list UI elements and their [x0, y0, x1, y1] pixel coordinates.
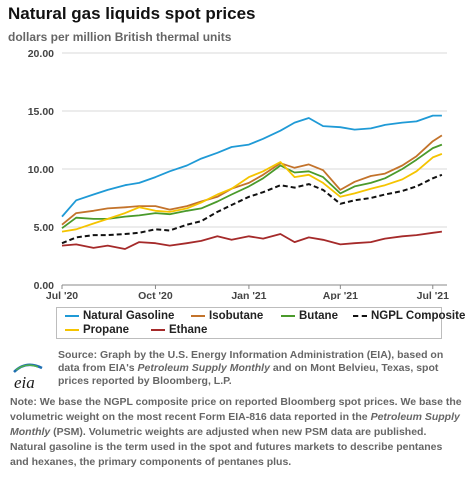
legend-item-ethane: Ethane [151, 324, 207, 336]
legend-swatch [65, 328, 79, 331]
legend-item-propane: Propane [65, 324, 129, 336]
x-tick-label: Jan '21 [231, 290, 266, 300]
y-tick-label: 0.00 [34, 280, 55, 292]
legend-label: Ethane [169, 324, 208, 336]
note-text: Note: We base the NGPL composite price o… [10, 395, 462, 470]
grid-lines [62, 52, 447, 286]
x-tick-label: Apr '21 [323, 290, 358, 300]
series-line-propane [61, 153, 443, 233]
chart-subtitle: dollars per million British thermal unit… [8, 30, 232, 44]
legend-item-butane: Butane [281, 310, 338, 322]
series-line-natural-gasoline [61, 114, 442, 218]
legend-label: Propane [83, 324, 130, 336]
x-tick-label: Oct '20 [138, 290, 173, 300]
series-line-isobutane [61, 134, 443, 226]
note-post: (PSM). Volumetric weights are adjusted w… [10, 426, 443, 468]
source-text: Source: Graph by the U.S. Energy Informa… [58, 349, 462, 388]
logo-text: eia [14, 373, 35, 392]
eia-logo: eia [13, 363, 43, 392]
chart-legend: Natural Gasoline Isobutane Butane NGPL C… [56, 307, 465, 339]
series-lines [61, 114, 443, 250]
legend-label: Isobutane [209, 310, 264, 322]
x-tick-label: Jul '21 [417, 290, 449, 300]
legend-swatch [65, 314, 79, 317]
legend-item-ngpl-composite: NGPL Composite [353, 310, 465, 322]
note-italic: Petroleum Supply Monthly [10, 411, 460, 438]
legend-label: Butane [299, 310, 338, 322]
legend-swatch [191, 314, 205, 317]
legend-label: Natural Gasoline [83, 310, 175, 322]
y-tick-label: 20.00 [28, 48, 54, 60]
series-line-butane [61, 143, 443, 229]
legend-swatch [353, 314, 367, 317]
source-pre: Source: Graph by the U.S. Energy Informa… [58, 349, 444, 374]
source-italic: Petroleum Supply Monthly [137, 362, 270, 374]
chart-title: Natural gas liquids spot prices [8, 4, 256, 23]
legend-label: NGPL Composite [371, 310, 466, 322]
y-tick-label: 10.00 [28, 164, 54, 176]
x-axis-ticks: Jul '20 Oct '20 Jan '21 Apr '21 Jul '21 [46, 285, 449, 300]
legend-swatch [281, 314, 295, 317]
legend-item-isobutane: Isobutane [191, 310, 263, 322]
series-line-ngpl-composite [61, 173, 443, 245]
source-post: and on Mont Belvieu, Texas, spot prices … [58, 362, 439, 387]
note-pre: Note: We base the NGPL composite price o… [10, 396, 462, 423]
legend-swatch [151, 328, 165, 331]
line-chart: 0.00 5.00 10.00 15.00 20.00 Jul '20 Oct '20 Ja… [28, 48, 449, 300]
x-tick-label: Jul '20 [46, 290, 78, 300]
y-tick-label: 5.00 [34, 222, 55, 234]
legend-item-natural-gasoline: Natural Gasoline [65, 310, 174, 322]
y-tick-label: 15.00 [28, 106, 54, 118]
series-line-ethane [61, 230, 443, 250]
y-axis-ticks: 0.00 5.00 10.00 15.00 20.00 [28, 48, 54, 292]
